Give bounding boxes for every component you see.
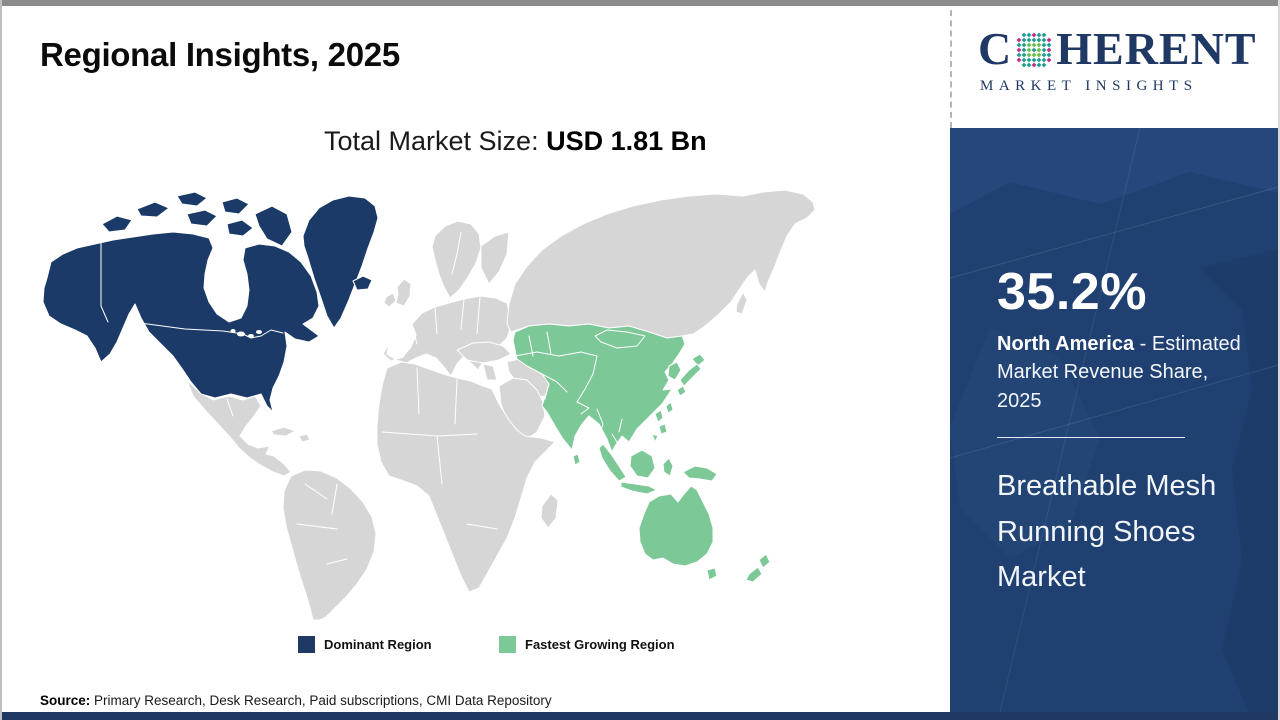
region-name: North America	[997, 333, 1135, 355]
market-share-value: 35.2%	[997, 263, 1147, 321]
highlight-sidebar: 35.2% North America - Estimated Market R…	[950, 128, 1278, 720]
sidebar-map-texture	[950, 128, 1278, 720]
dominant-region-label: Dominant Region	[324, 637, 432, 652]
logo-text-herent: HERENT	[1056, 23, 1257, 74]
region-north-america	[42, 191, 379, 413]
map-legend: Dominant Region Fastest Growing Region	[298, 636, 918, 656]
sidebar-divider	[997, 437, 1185, 439]
source-label: Source:	[40, 693, 91, 708]
dominant-region-swatch	[298, 636, 315, 653]
total-market-size: Total Market Size: USD 1.81 Bn	[324, 126, 707, 157]
region-share-description: - Estimated Market Revenue Share, 2025	[997, 333, 1241, 412]
legend-item-dominant: Dominant Region	[298, 636, 432, 653]
fastest-region-swatch	[499, 636, 516, 653]
total-market-size-value: USD 1.81 Bn	[546, 126, 707, 156]
top-border-bar	[2, 0, 1278, 6]
source-note: Source: Primary Research, Desk Research,…	[40, 693, 552, 708]
legend-item-fastest: Fastest Growing Region	[499, 636, 675, 653]
country-border-lines	[226, 231, 646, 565]
region-asia-pacific	[512, 323, 771, 583]
dotted-globe-icon	[1016, 32, 1052, 68]
source-text: Primary Research, Desk Research, Paid su…	[90, 693, 552, 708]
brand-logo-area: C	[950, 0, 1278, 128]
region-share-caption: North America - Estimated Market Revenue…	[997, 330, 1247, 415]
bottom-border-bar	[2, 712, 1278, 720]
brand-logo: C	[978, 26, 1257, 72]
region-rest-of-world	[186, 189, 816, 620]
fastest-region-label: Fastest Growing Region	[525, 637, 675, 652]
logo-tagline: MARKET INSIGHTS	[980, 78, 1198, 94]
total-market-size-label: Total Market Size:	[324, 126, 547, 156]
world-map-svg	[42, 189, 816, 620]
logo-text-c: C	[978, 23, 1013, 74]
page-title: Regional Insights, 2025	[40, 36, 400, 73]
market-name: Breathable Mesh Running Shoes Market	[997, 470, 1217, 594]
sidebar-content: 35.2% North America - Estimated Market R…	[950, 128, 1278, 601]
world-map-choropleth	[37, 184, 817, 620]
